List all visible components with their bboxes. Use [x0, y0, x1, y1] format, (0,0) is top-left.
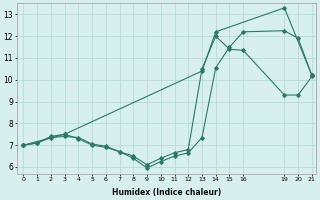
- X-axis label: Humidex (Indice chaleur): Humidex (Indice chaleur): [112, 188, 221, 197]
